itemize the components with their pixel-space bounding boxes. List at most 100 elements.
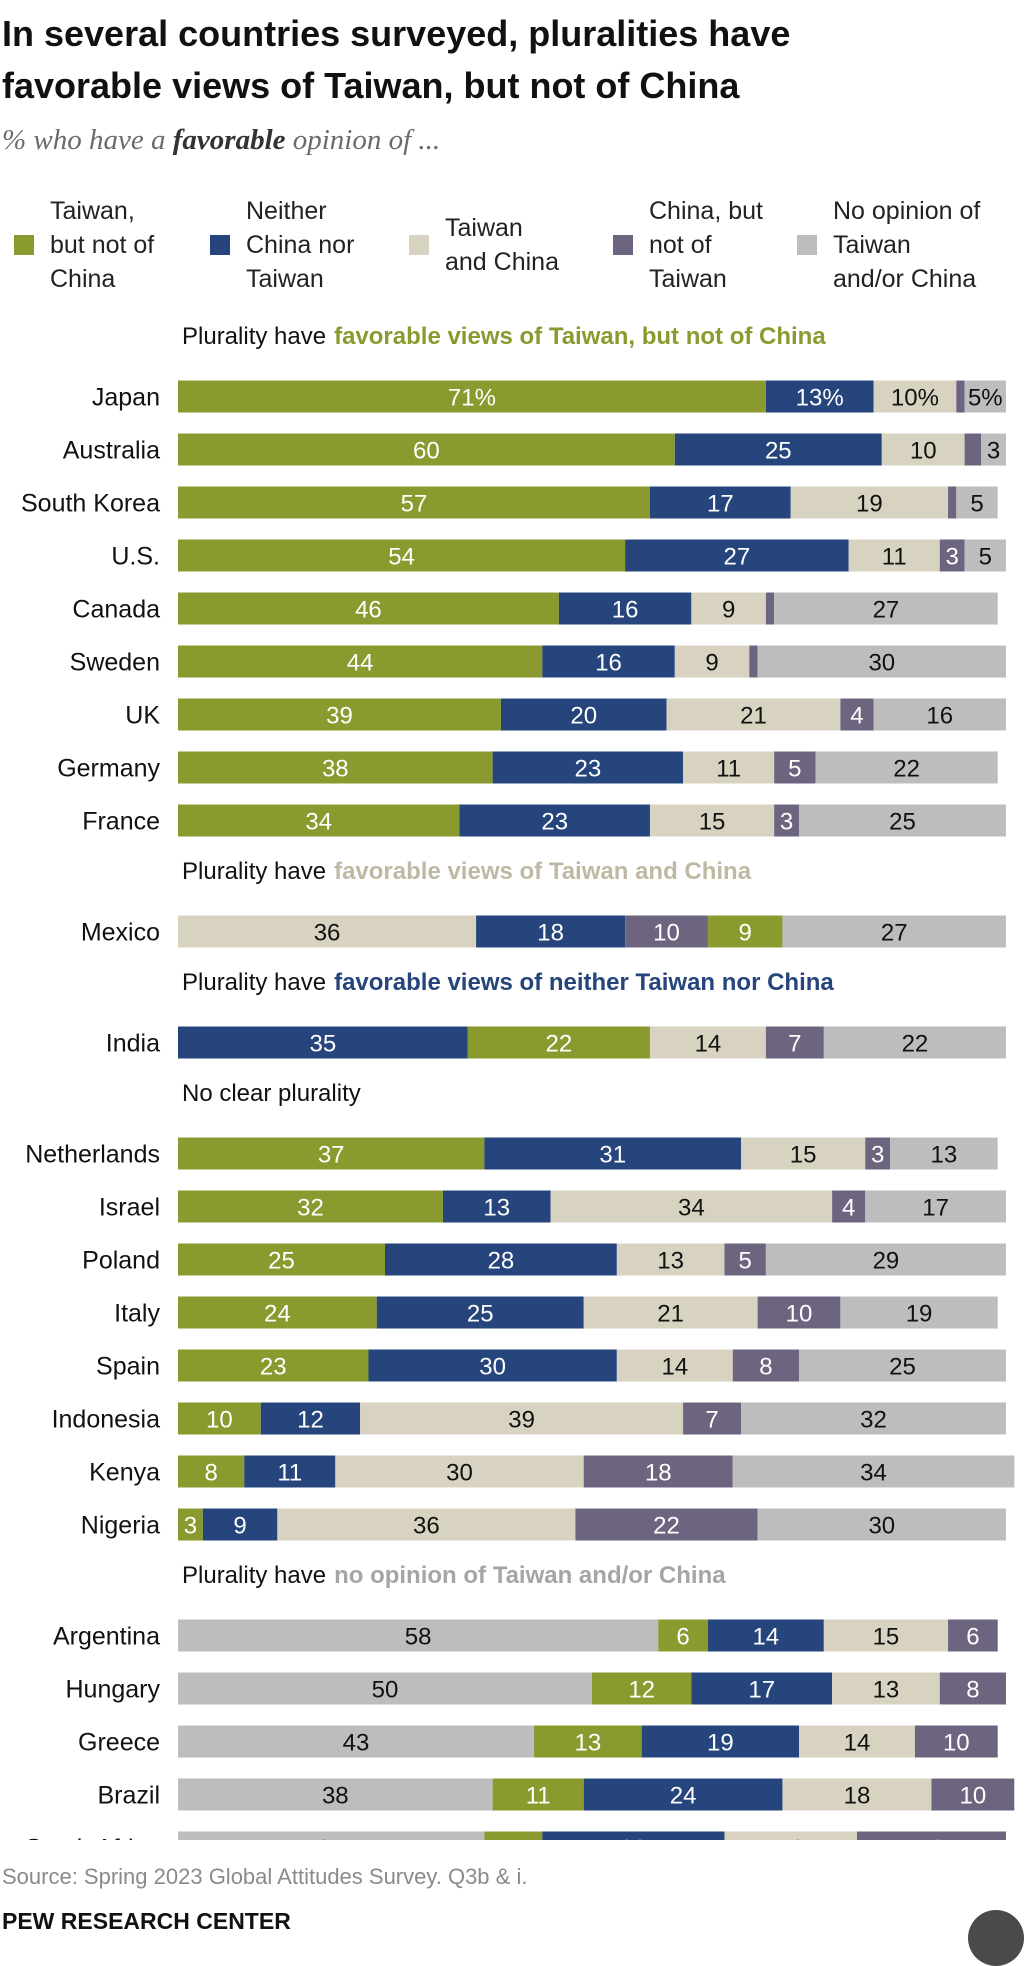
data-label: 46 [355,597,382,624]
bar-segment-china-not-taiwan [765,1026,824,1059]
country-label: Mexico [81,919,160,947]
data-label: 35 [310,1031,337,1058]
data-label: 39 [508,1407,535,1434]
data-label: 38 [322,1783,349,1810]
brand-logo-text: PEW RESEARCH CENTER [2,1908,291,1934]
data-label: 5 [739,1248,752,1275]
bar-segment-neither [674,433,882,466]
bar-segment-both [666,698,841,731]
bar-segment-no-opinion [732,1455,1015,1488]
group-header: Plurality have favorable views of Taiwan,… [182,323,826,350]
data-label: 54 [388,544,415,571]
data-label: 23 [575,756,602,783]
data-label: 8 [966,1677,979,1704]
bar-segment-no-opinion [178,1831,485,1840]
bar-segment-taiwan-not-china [178,804,460,837]
bar-segment-neither [707,1619,824,1652]
country-label: Indonesia [52,1406,161,1434]
bar-segment-taiwan-not-china [178,698,501,731]
data-label: 23 [260,1354,287,1381]
data-label: 4 [850,703,863,730]
bar-segment-taiwan-not-china [178,645,543,678]
bar-segment-china-not-taiwan [939,1672,1006,1705]
bar-segment-both [848,539,940,572]
bar-segment-no-opinion [823,1026,1006,1059]
bar-segment-neither [484,1137,742,1170]
bar-segment-neither [385,1243,617,1276]
data-label: 14 [661,1354,688,1381]
data-label: 13 [483,1195,510,1222]
data-label: 11 [716,756,741,783]
data-label: 5% [968,385,1003,412]
bar-segment-no-opinion [178,1672,592,1705]
bar-segment-china-not-taiwan [856,1831,1006,1840]
data-label: 14 [695,1031,722,1058]
data-label: 3 [987,438,1000,465]
data-label: 30 [446,1460,473,1487]
bar-segment-both [674,645,750,678]
chart-title-line-2: favorable views of Taiwan, but not of Ch… [2,65,740,106]
data-label: 39 [326,703,353,730]
bar-segment-both [360,1402,684,1435]
bar-segment-both [790,486,949,519]
data-label: 5 [788,756,801,783]
data-label: 22 [620,1836,647,1841]
group-header-prefix: Plurality have [182,1562,326,1589]
bar-segment-neither [542,1831,725,1840]
country-label: UK [125,702,160,730]
stacked-bar-chart: Plurality have favorable views of Taiwan,… [21,323,1015,1841]
data-label: 6 [966,1624,979,1651]
chart-title-line-1: In several countries surveyed, pluraliti… [2,13,791,54]
group-header: Plurality have favorable views of neither… [182,969,834,996]
data-label: 4 [842,1195,855,1222]
data-label: 43 [343,1730,370,1757]
data-label: 3 [946,544,959,571]
data-label: 6 [676,1624,689,1651]
country-label: Netherlands [25,1141,160,1169]
legend-label: Taiwan and China [445,214,559,276]
bar-segment-no-opinion [765,1243,1006,1276]
country-label: Japan [92,384,160,412]
bar-segment-neither [625,539,849,572]
bar-segment-neither [558,592,692,625]
data-label: 16 [926,703,953,730]
bar-segment-neither [459,804,650,837]
country-label: Israel [99,1194,160,1222]
bar-segment-neither [542,645,675,678]
legend-label: No opinion of Taiwan and/or China [833,197,981,293]
data-label: 15 [699,809,726,836]
data-label: 12 [628,1677,655,1704]
country-label: Canada [72,596,160,624]
bar-segment-both [823,1619,949,1652]
data-label: 18 [645,1460,672,1487]
bar-segment-both [649,1026,766,1059]
data-label: 34 [305,809,332,836]
bar-segment-china-not-taiwan [774,804,799,837]
data-label: 30 [868,1513,895,1540]
floating-action-button[interactable] [968,1910,1024,1966]
bar-segment-china-not-taiwan [774,751,816,784]
legend-label: Neither China nor Taiwan [246,197,355,293]
data-label: 27 [881,920,908,947]
data-label: 10 [653,920,680,947]
data-label: 37 [318,1142,345,1169]
group-header: Plurality have favorable views of Taiwan … [182,858,752,885]
bar-segment-no-opinion [757,1508,1006,1541]
data-label: 21 [657,1301,684,1328]
data-label: 22 [546,1031,573,1058]
data-label: 7 [507,1836,520,1841]
bar-segment-taiwan-not-china [534,1725,642,1758]
group-header: No clear plurality [182,1080,361,1107]
data-label: 3 [184,1513,197,1540]
bar-segment-no-opinion [178,1725,535,1758]
data-label: 8 [759,1354,772,1381]
group-header-prefix: No clear plurality [182,1080,361,1107]
bar-segment-no-opinion [799,804,1006,837]
bar-segment-taiwan-not-china [178,539,626,572]
bar-segment-neither [244,1455,336,1488]
data-label: 24 [264,1301,291,1328]
bar-segment-both [799,1725,915,1758]
bar-segment-both [550,1190,833,1223]
legend-swatch [14,235,34,255]
data-label: 16 [595,650,622,677]
